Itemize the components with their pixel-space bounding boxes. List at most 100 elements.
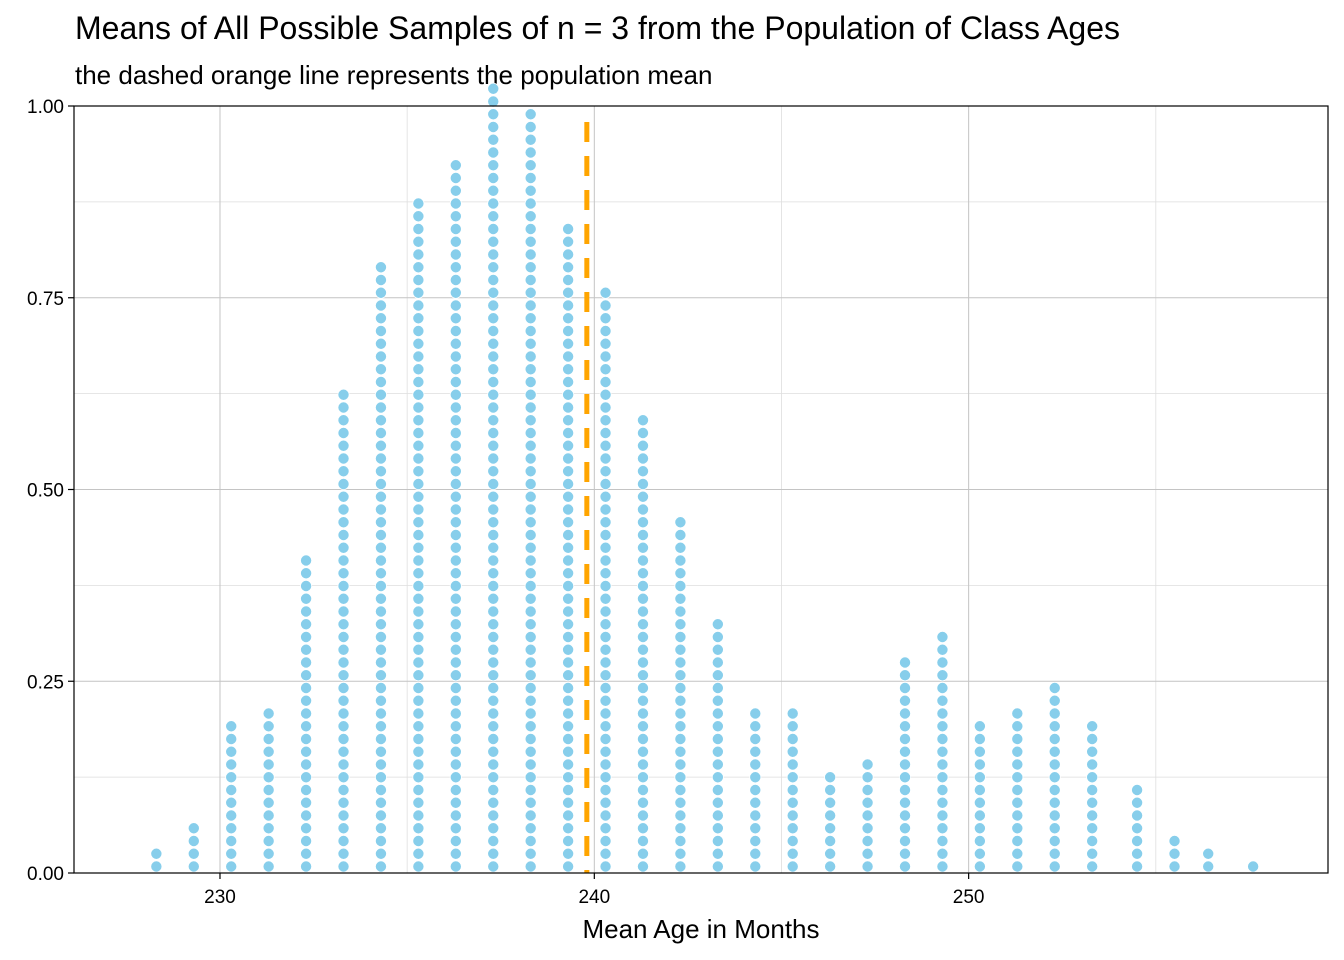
data-dot bbox=[374, 643, 387, 656]
chart-title: Means of All Possible Samples of n = 3 f… bbox=[75, 10, 1121, 46]
data-dot bbox=[412, 452, 425, 465]
data-dot bbox=[412, 567, 425, 580]
data-dot bbox=[449, 554, 462, 567]
data-dot bbox=[861, 771, 874, 784]
data-dot bbox=[636, 541, 649, 554]
data-dot bbox=[487, 375, 500, 388]
data-dot bbox=[187, 860, 200, 873]
data-dot bbox=[374, 401, 387, 414]
data-dot bbox=[374, 375, 387, 388]
y-tick-label: 0.50 bbox=[27, 481, 64, 502]
data-dot bbox=[562, 529, 575, 542]
data-dot bbox=[562, 261, 575, 274]
data-dot bbox=[337, 426, 350, 439]
data-dot bbox=[562, 554, 575, 567]
data-dot bbox=[562, 490, 575, 503]
data-dot bbox=[674, 618, 687, 631]
data-dot bbox=[487, 835, 500, 848]
data-dot bbox=[487, 337, 500, 350]
data-dot bbox=[1131, 847, 1144, 860]
data-dot bbox=[599, 784, 612, 797]
data-dot bbox=[412, 835, 425, 848]
data-dot bbox=[300, 733, 313, 746]
data-dot bbox=[636, 771, 649, 784]
data-dot bbox=[1048, 847, 1061, 860]
data-dot bbox=[711, 720, 724, 733]
data-dot bbox=[824, 860, 837, 873]
data-dot bbox=[524, 121, 537, 134]
data-dot bbox=[337, 707, 350, 720]
data-dot bbox=[449, 452, 462, 465]
data-dot bbox=[487, 210, 500, 223]
data-dot bbox=[524, 414, 537, 427]
data-dot bbox=[412, 439, 425, 452]
data-dot bbox=[786, 771, 799, 784]
data-dot bbox=[449, 860, 462, 873]
data-dot bbox=[749, 745, 762, 758]
data-dot bbox=[824, 771, 837, 784]
data-dot bbox=[599, 286, 612, 299]
data-dot bbox=[599, 643, 612, 656]
data-dot bbox=[973, 860, 986, 873]
data-dot bbox=[487, 847, 500, 860]
data-dot bbox=[374, 312, 387, 325]
data-dot bbox=[636, 796, 649, 809]
data-dot bbox=[337, 618, 350, 631]
data-dot bbox=[636, 439, 649, 452]
data-dot bbox=[524, 720, 537, 733]
data-dot bbox=[674, 554, 687, 567]
data-dot bbox=[674, 656, 687, 669]
data-dot bbox=[973, 784, 986, 797]
data-dot bbox=[636, 426, 649, 439]
data-dot bbox=[300, 567, 313, 580]
data-dot bbox=[1048, 758, 1061, 771]
data-dot bbox=[973, 745, 986, 758]
data-dot bbox=[599, 439, 612, 452]
data-dot bbox=[412, 809, 425, 822]
data-dot bbox=[374, 286, 387, 299]
data-dot bbox=[936, 860, 949, 873]
dots-layer bbox=[150, 82, 1260, 873]
data-dot bbox=[936, 745, 949, 758]
data-dot bbox=[562, 860, 575, 873]
data-dot bbox=[599, 388, 612, 401]
data-dot bbox=[449, 465, 462, 478]
data-dot bbox=[524, 847, 537, 860]
data-dot bbox=[599, 503, 612, 516]
data-dot bbox=[599, 822, 612, 835]
data-dot bbox=[636, 733, 649, 746]
data-dot bbox=[449, 822, 462, 835]
data-dot bbox=[225, 733, 238, 746]
data-dot bbox=[300, 618, 313, 631]
data-dot bbox=[524, 426, 537, 439]
data-dot bbox=[786, 733, 799, 746]
data-dot bbox=[337, 592, 350, 605]
data-dot bbox=[936, 656, 949, 669]
data-dot bbox=[786, 860, 799, 873]
data-dot bbox=[487, 720, 500, 733]
data-dot bbox=[449, 426, 462, 439]
data-dot bbox=[524, 184, 537, 197]
data-dot bbox=[449, 375, 462, 388]
data-dot bbox=[225, 835, 238, 848]
data-dot bbox=[487, 95, 500, 108]
data-dot bbox=[636, 860, 649, 873]
data-dot bbox=[524, 835, 537, 848]
data-dot bbox=[524, 350, 537, 363]
y-tick-label: 0.25 bbox=[27, 672, 64, 693]
data-dot bbox=[562, 337, 575, 350]
data-dot bbox=[973, 758, 986, 771]
data-dot bbox=[487, 745, 500, 758]
data-dot bbox=[487, 401, 500, 414]
data-dot bbox=[150, 860, 163, 873]
data-dot bbox=[786, 720, 799, 733]
data-dot bbox=[524, 707, 537, 720]
data-dot bbox=[374, 529, 387, 542]
data-dot bbox=[824, 847, 837, 860]
data-dot bbox=[562, 694, 575, 707]
data-dot bbox=[337, 631, 350, 644]
data-dot bbox=[1131, 809, 1144, 822]
data-dot bbox=[861, 835, 874, 848]
data-dot bbox=[899, 784, 912, 797]
data-dot bbox=[449, 171, 462, 184]
